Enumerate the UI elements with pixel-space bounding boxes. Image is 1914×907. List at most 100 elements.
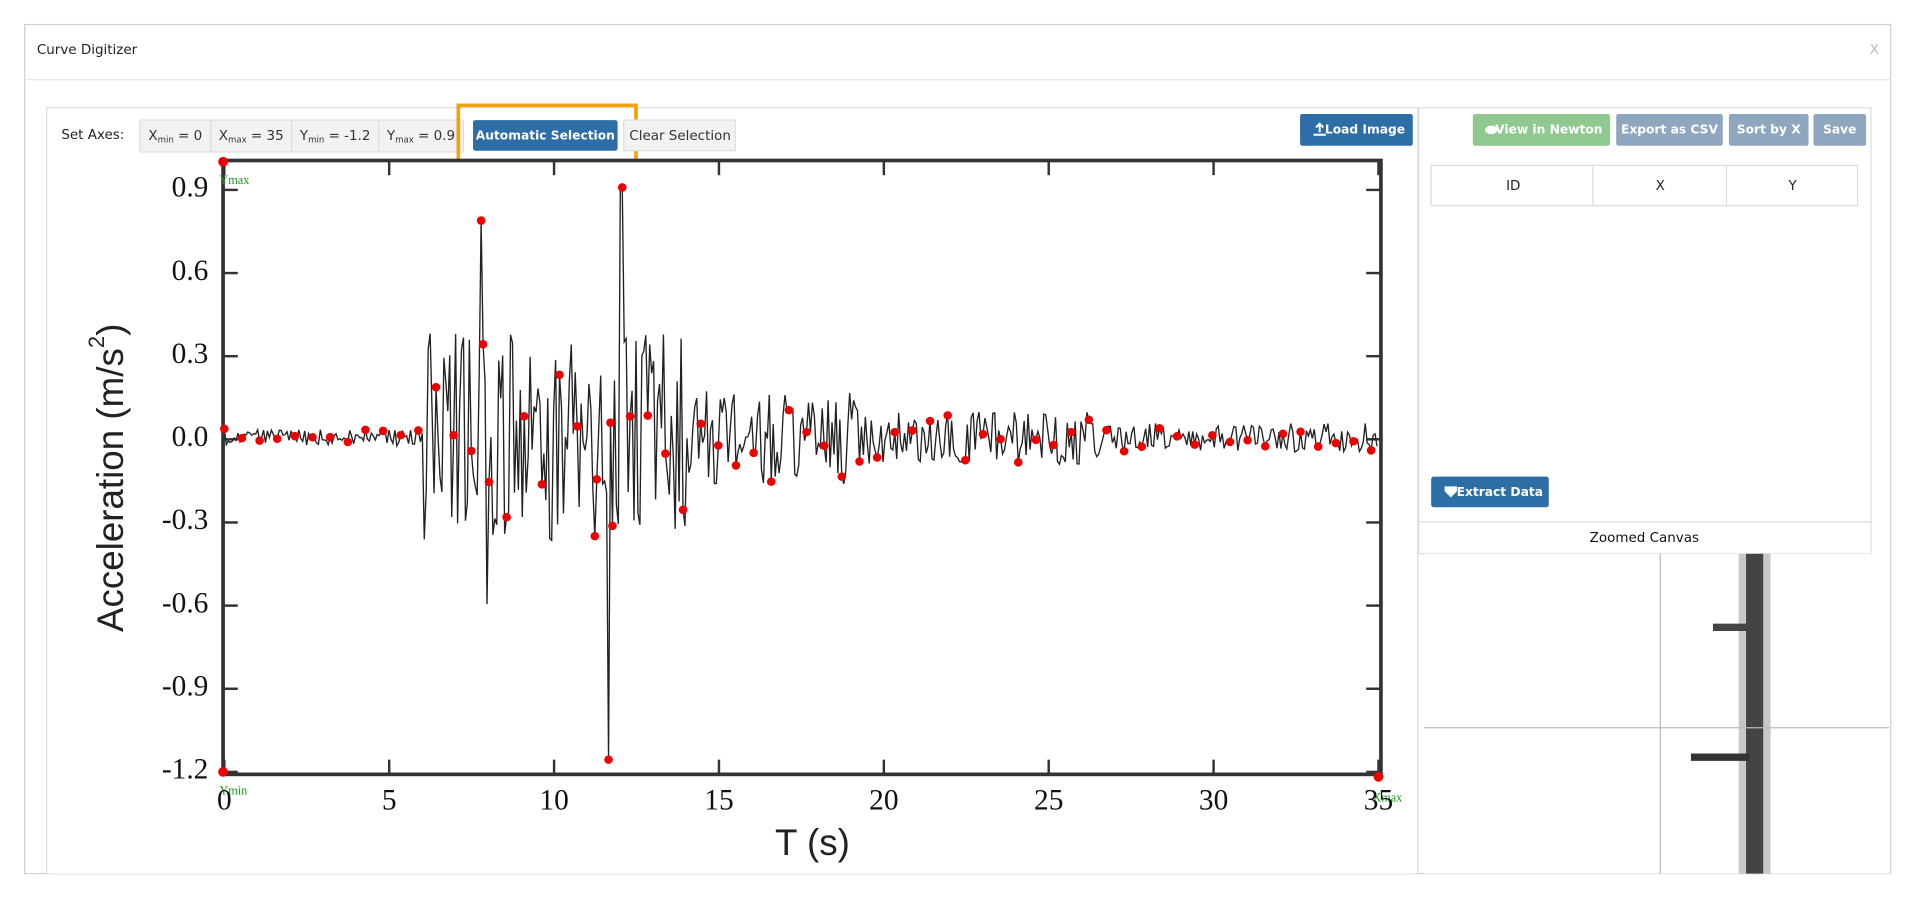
selected-point — [606, 418, 615, 427]
extract-data-button[interactable] — [1431, 476, 1549, 508]
x-axis-title: T (s) — [775, 822, 850, 863]
axis-point — [218, 766, 228, 777]
selected-point — [1225, 437, 1235, 447]
x-tick-label: 25 — [1034, 784, 1063, 816]
y-tick-label: 0.6 — [172, 255, 209, 287]
axis-button-label: Xmin = 0 — [148, 128, 202, 145]
selected-point — [537, 480, 547, 489]
selected-point — [272, 434, 282, 444]
selected-point — [1366, 446, 1376, 455]
clear-selection-button[interactable] — [623, 119, 736, 152]
selected-point — [220, 424, 229, 434]
toolbar-button[interactable] — [1472, 113, 1611, 146]
selected-point — [555, 370, 564, 380]
selected-point — [678, 505, 688, 515]
y-axis-title-sup: 2 — [84, 336, 109, 348]
axis-sub: max — [395, 135, 414, 145]
upload-icon — [1313, 122, 1326, 136]
toolbar-button-label: Sort by X — [1737, 122, 1801, 136]
selected-point — [978, 429, 988, 439]
selected-point — [484, 477, 494, 487]
set-axes-label: Set Axes: — [61, 127, 124, 143]
toolbar-button-label: View in Newton — [1495, 122, 1602, 136]
load-image-button[interactable] — [1300, 113, 1413, 146]
selected-point — [1331, 438, 1341, 448]
selected-point — [1013, 458, 1023, 467]
axis-button[interactable] — [378, 119, 464, 153]
selected-point — [308, 432, 317, 442]
axis-button-label: Ymin = -1.2 — [299, 128, 371, 145]
axis-value: = -1.2 — [324, 128, 370, 144]
dialog-title: Curve Digitizer — [37, 42, 138, 58]
close-button[interactable]: X — [1870, 42, 1879, 58]
selected-point — [925, 416, 935, 426]
load-image-label: Load Image — [1325, 122, 1405, 136]
result-buttons: View in Newton Export as CSV Sort by X Save — [1472, 113, 1867, 146]
extract-data-label: Extract Data — [1457, 485, 1543, 499]
x-tick-label: 30 — [1199, 784, 1228, 816]
selected-point — [396, 430, 406, 440]
selected-point — [237, 433, 247, 443]
toolbar-button[interactable] — [1728, 113, 1809, 146]
x-tick-label: 0 — [217, 784, 232, 816]
selected-point — [1066, 427, 1076, 437]
selected-point — [590, 531, 600, 541]
extract-icon — [1444, 486, 1457, 498]
automatic-selection-button[interactable] — [473, 120, 618, 151]
y-axis-title-end: ) — [90, 324, 131, 336]
plot-image: T (s) Acceleration (m/s2) Ymax Ymin Xmax… — [49, 156, 1416, 874]
image-bg — [49, 159, 1416, 874]
selected-point — [1119, 446, 1129, 456]
selected-point — [802, 427, 811, 437]
column-header[interactable]: ID — [1506, 178, 1520, 194]
selected-point — [1031, 435, 1041, 445]
selected-point — [378, 426, 388, 436]
y-tick-label: -0.6 — [162, 587, 209, 619]
selected-point — [592, 475, 602, 484]
selected-point — [855, 457, 864, 466]
selected-point — [890, 427, 900, 437]
y-axis-title-text: Acceleration (m/s — [90, 348, 131, 632]
y-tick-label: 0.3 — [172, 338, 209, 370]
ymax-marker: Ymax — [219, 173, 249, 187]
zoomed-canvas — [1423, 553, 1890, 874]
selected-point — [1243, 435, 1252, 445]
selected-point — [361, 425, 370, 435]
selected-point — [604, 755, 613, 764]
automatic-selection-label: Automatic Selection — [476, 129, 615, 143]
selected-point — [749, 448, 758, 458]
selected-point — [872, 453, 882, 462]
y-tick-label: -1.2 — [162, 754, 209, 786]
selected-point — [1296, 427, 1305, 437]
axis-button[interactable] — [139, 119, 212, 153]
selected-point — [1049, 440, 1058, 450]
selected-point — [431, 382, 441, 392]
column-header[interactable]: X — [1656, 178, 1665, 194]
selected-point — [478, 339, 488, 349]
selected-point — [643, 411, 653, 420]
axis-button[interactable] — [291, 119, 380, 153]
axis-value: = 0.9 — [414, 128, 455, 144]
y-tick-label: -0.3 — [162, 504, 209, 536]
selected-point — [1278, 429, 1288, 439]
x-tick-label: 20 — [869, 784, 898, 816]
selected-point — [943, 411, 952, 420]
y-tick-label: 0.0 — [172, 421, 209, 453]
column-header[interactable]: Y — [1787, 178, 1797, 194]
toolbar-button[interactable] — [1616, 113, 1723, 146]
selected-point — [961, 455, 970, 465]
toolbar-button[interactable] — [1813, 113, 1867, 146]
selected-point — [519, 411, 529, 421]
selected-point — [1155, 423, 1164, 433]
y-axis-title: Acceleration (m/s2) — [84, 324, 131, 632]
axis-button-label: Ymax = 0.9 — [386, 128, 455, 145]
selected-point — [290, 431, 300, 441]
selected-point — [819, 441, 829, 450]
axes-buttons: Xmin = 0 Xmax = 35 Ymin = -1.2 Ymax = 0.9 — [139, 119, 464, 153]
ymin-marker: Ymin — [219, 783, 247, 797]
axis-point — [1373, 771, 1384, 782]
clear-selection-label: Clear Selection — [629, 128, 731, 144]
x-tick-label: 5 — [382, 784, 397, 816]
eye-icon — [1485, 125, 1498, 135]
selected-point — [502, 512, 511, 522]
